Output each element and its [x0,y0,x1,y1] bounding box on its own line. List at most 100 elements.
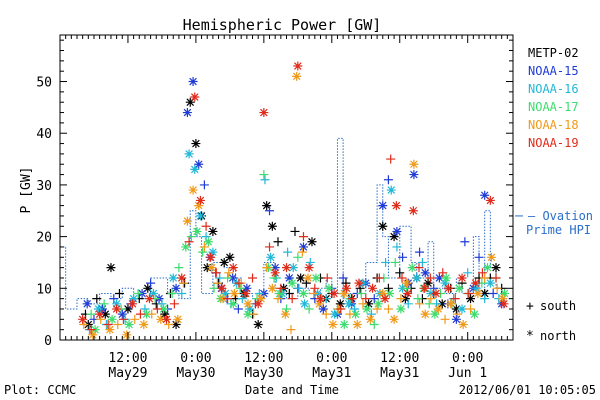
north-point [243,299,253,309]
south-point [283,247,293,257]
north-point [386,185,396,195]
x-tick-date-label: May29 [108,366,147,381]
scatter-points [78,61,510,340]
north-point [420,283,430,293]
north-point [129,294,139,304]
south-point [294,283,304,293]
south-point [223,273,233,283]
north-point [127,299,137,309]
north-point [380,294,390,304]
north-point [330,309,340,319]
north-point [88,330,98,340]
north-point [373,299,383,309]
x-tick-time-label: 0:00 [452,351,483,366]
north-point [364,299,374,309]
south-point [273,294,283,304]
south-point [96,314,106,324]
south-point [135,309,145,319]
north-point [329,288,339,298]
north-point [342,283,352,293]
north-point [457,273,467,283]
south-point [293,252,303,262]
south-point [491,273,501,283]
north-point [171,283,181,293]
north-point [142,309,152,319]
north-point [324,283,334,293]
north-point [262,201,272,211]
south-point [398,252,408,262]
north-point [471,278,481,288]
north-point [253,319,263,329]
north-point [280,309,290,319]
y-tick-label: 50 [36,76,52,91]
north-point [177,273,187,283]
legend-entry: METP-02 [528,46,579,60]
north-point [498,294,508,304]
north-point [426,288,436,298]
north-point [430,309,440,319]
north-point [195,211,205,221]
north-point [194,159,204,169]
north-point [451,304,461,314]
north-point [78,314,88,324]
marker-legend: + south * north [526,299,576,344]
south-point [99,299,109,309]
north-point [400,294,410,304]
north-point [423,278,433,288]
north-point [168,273,178,283]
north-point [82,299,92,309]
south-point [286,325,296,335]
north-point [112,299,122,309]
south-point [338,273,348,283]
north-point [307,237,317,247]
y-tick-label: 40 [36,127,52,142]
north-point [225,252,235,262]
north-point [253,299,263,309]
south-point [233,304,243,314]
north-point [339,288,349,298]
north-point [431,288,441,298]
south-point [425,273,435,283]
south-point [265,206,275,216]
north-point [486,252,496,262]
north-point [191,139,201,149]
south-point [265,242,275,252]
south-point [103,319,113,329]
marker-symbol: * [526,329,534,344]
x-tick-date-label: May30 [244,366,283,381]
south-point [133,288,143,298]
north-point [182,216,192,226]
x-tick-time-label: 12:00 [108,351,147,366]
north-point [469,309,479,319]
north-point [458,319,468,329]
y-axis-label: P [GW] [19,167,34,214]
north-point [396,304,406,314]
south-point [413,294,423,304]
south-point [269,273,279,283]
north-point [288,263,298,273]
north-point [451,314,461,324]
south-point [223,294,233,304]
south-point [276,283,286,293]
north-point [256,294,266,304]
south-point [463,268,473,278]
north-point [287,278,297,288]
north-point [292,71,302,81]
north-point [480,288,490,298]
north-point [218,294,228,304]
north-point [437,299,447,309]
north-point [106,263,116,273]
south-point [199,180,209,190]
north-point [124,319,134,329]
plot-timestamp: 2012/06/01 10:05:05 [459,383,596,397]
y-tick-label: 0 [44,334,52,349]
south-point [260,175,270,185]
south-point [146,278,156,288]
north-point [206,252,216,262]
south-point [361,294,371,304]
north-point [228,299,238,309]
north-point [117,309,127,319]
north-point [83,319,93,329]
north-point [352,319,362,329]
marker-label: south [540,299,576,313]
